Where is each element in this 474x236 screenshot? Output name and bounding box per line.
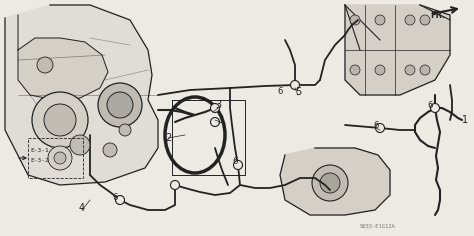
Circle shape (405, 65, 415, 75)
Polygon shape (18, 15, 108, 100)
Text: E-3-2: E-3-2 (30, 158, 49, 163)
Text: 1: 1 (462, 115, 468, 125)
Circle shape (103, 143, 117, 157)
Text: 6: 6 (232, 157, 237, 167)
Circle shape (119, 124, 131, 136)
Circle shape (210, 118, 219, 126)
Circle shape (350, 15, 360, 25)
Text: 5: 5 (295, 87, 301, 97)
Circle shape (375, 65, 385, 75)
Text: 4: 4 (79, 203, 85, 213)
Circle shape (405, 15, 415, 25)
Text: E-3-1: E-3-1 (30, 148, 49, 153)
Circle shape (210, 104, 219, 113)
Text: 2: 2 (165, 133, 171, 143)
Circle shape (350, 65, 360, 75)
Circle shape (116, 195, 125, 205)
Circle shape (312, 165, 348, 201)
Text: FR.: FR. (430, 11, 446, 20)
Polygon shape (345, 5, 450, 95)
Circle shape (234, 160, 243, 169)
Text: 3: 3 (215, 100, 221, 110)
Text: 6: 6 (374, 121, 379, 130)
Text: 6: 6 (277, 88, 283, 97)
Text: 6: 6 (112, 193, 118, 202)
Circle shape (98, 83, 142, 127)
Circle shape (32, 92, 88, 148)
Text: 6: 6 (428, 101, 433, 110)
Circle shape (375, 15, 385, 25)
Text: S033-E1G12A: S033-E1G12A (360, 224, 396, 229)
Text: 3: 3 (217, 115, 223, 125)
Circle shape (420, 15, 430, 25)
Circle shape (420, 65, 430, 75)
Circle shape (107, 92, 133, 118)
Polygon shape (280, 148, 390, 215)
Circle shape (44, 104, 76, 136)
Circle shape (375, 123, 384, 132)
Circle shape (37, 57, 53, 73)
Circle shape (291, 80, 300, 89)
Circle shape (70, 135, 90, 155)
Circle shape (171, 181, 180, 190)
Circle shape (54, 152, 66, 164)
Circle shape (48, 146, 72, 170)
Circle shape (430, 104, 439, 113)
Polygon shape (5, 5, 158, 185)
Circle shape (320, 173, 340, 193)
